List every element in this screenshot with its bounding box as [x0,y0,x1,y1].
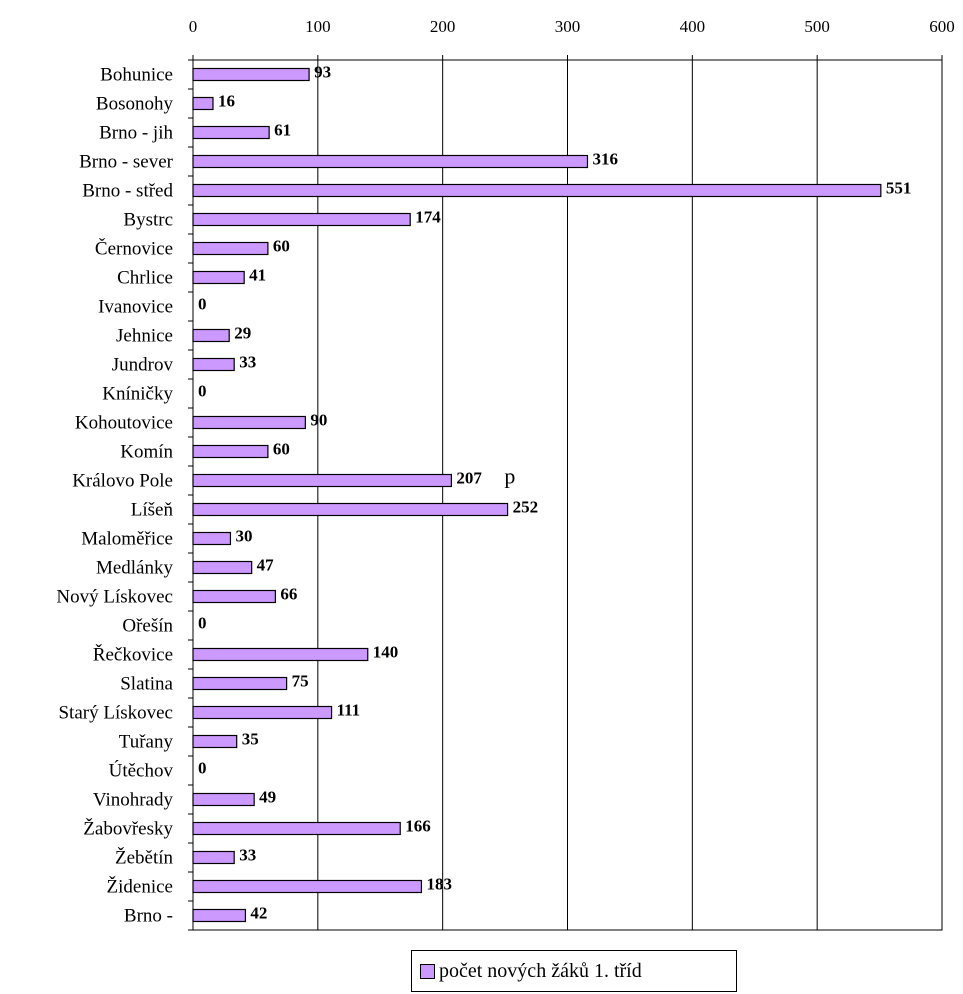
data-label: 41 [249,266,266,285]
category-label: Ořešín [122,616,173,637]
data-label: 93 [314,63,331,82]
category-label: Slatina [120,674,173,695]
data-label: 207 [456,469,482,488]
x-tick-label: 300 [555,17,581,36]
category-label: Řečkovice [93,644,173,666]
data-label: 33 [239,846,256,865]
bar [192,212,411,227]
data-label: 140 [373,643,399,662]
bar [192,96,214,111]
category-label: Bohunice [100,65,173,86]
category-label: Královo Pole [72,471,173,492]
category-label: Komín [120,442,173,463]
x-tick-label: 200 [430,17,456,36]
category-label: Maloměřice [81,529,173,550]
bar [192,879,423,894]
category-label: Starý Lískovec [58,703,173,724]
data-label: 0 [198,759,207,778]
bar [192,125,270,140]
bar [192,821,401,836]
bar [192,560,253,575]
bar [192,705,333,720]
data-label: 49 [259,788,276,807]
x-tick-label: 0 [189,17,198,36]
bar [192,850,235,865]
category-label: Brno - střed [82,181,173,202]
category-label: Brno - [124,906,173,927]
legend-swatch [420,963,435,979]
bar [192,415,306,430]
bar [192,531,232,546]
bar [192,270,245,285]
data-label: 174 [415,208,441,227]
data-label: 66 [280,585,297,604]
data-label: 316 [592,150,618,169]
bar [192,734,238,749]
category-label: Židenice [107,876,173,898]
data-label: 75 [292,672,309,691]
data-label: 551 [886,179,912,198]
bar [192,241,269,256]
data-label: 0 [198,614,207,633]
category-label: Žabovřesky [83,818,173,840]
category-label: Jehnice [116,326,173,347]
data-label: 111 [337,701,361,720]
category-label: Žebětín [115,847,174,869]
category-label: Chrlice [117,268,173,289]
legend-label: počet nových žáků 1. tříd [439,959,642,982]
data-label: 29 [234,324,251,343]
data-label: 35 [242,730,259,749]
category-label: Jundrov [112,355,174,376]
bar [192,444,269,459]
category-label: Líšeň [131,500,174,521]
category-label: Ivanovice [98,297,173,318]
data-label: 61 [274,121,291,140]
bar [192,502,509,517]
data-label: 0 [198,382,207,401]
category-label: Bosonohy [96,94,174,115]
category-label: Černovice [95,238,173,260]
category-label: Medlánky [96,558,174,579]
category-label: Vinohrady [93,790,174,811]
data-label: 16 [218,92,235,111]
category-label: Bystrc [123,210,173,231]
bar [192,589,276,604]
data-label: 60 [273,237,290,256]
x-tick-label: 600 [929,17,955,36]
bar [192,154,589,169]
category-label: Brno - jih [99,123,173,144]
data-label: 47 [257,556,275,575]
bar [192,647,369,662]
data-label: 90 [310,411,327,430]
bar [192,67,310,82]
category-label: Útěchov [109,760,174,782]
annotation-text: p [504,464,515,489]
data-label: 0 [198,295,207,314]
category-label: Nový Lískovec [56,587,173,608]
category-label: Tuřany [119,732,174,753]
x-tick-label: 500 [804,17,830,36]
data-label: 252 [513,498,539,517]
bar [192,676,288,691]
data-label: 60 [273,440,290,459]
data-label: 166 [405,817,431,836]
bar [192,328,230,343]
data-label: 30 [235,527,252,546]
x-tick-label: 100 [305,17,331,36]
category-label: Brno - sever [79,152,174,173]
data-label: 33 [239,353,256,372]
data-label: 183 [426,875,452,894]
data-label: 42 [250,904,267,923]
bar [192,908,247,923]
category-label: Kníničky [102,384,173,405]
bar [192,183,882,198]
x-tick-label: 400 [680,17,706,36]
category-label: Kohoutovice [75,413,173,434]
legend: počet nových žáků 1. tříd [411,950,737,992]
bar [192,792,255,807]
bar [192,357,235,372]
bar [192,473,453,488]
